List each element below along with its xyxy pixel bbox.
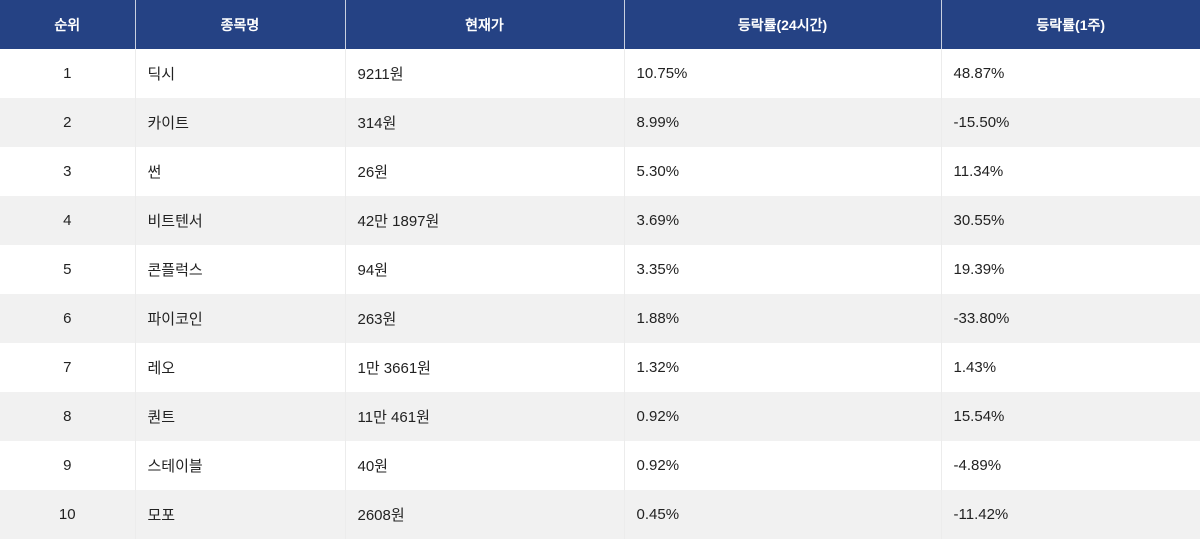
rank-cell: 7 — [0, 343, 136, 392]
table-row: 8 퀀트 11만 461원 0.92% 15.54% — [0, 392, 1200, 441]
price-cell: 26원 — [345, 147, 625, 196]
table-row: 10 모포 2608원 0.45% -11.42% — [0, 490, 1200, 539]
change-1w-cell: -4.89% — [953, 457, 1002, 474]
change-24h-cell: 10.75% — [624, 49, 942, 98]
table-row: 7 레오 1만 3661원 1.32% 1.43% — [0, 343, 1200, 392]
rank-cell: 8 — [0, 392, 136, 441]
name-cell: 카이트 — [135, 98, 346, 147]
table-row: 9 스테이블 40원 0.92% -4.89% — [0, 441, 1200, 490]
rank-cell: 6 — [0, 294, 136, 343]
name-cell: 딕시 — [135, 49, 346, 98]
header-change-1w: 등락률(1주) — [941, 0, 1200, 49]
price-cell: 42만 1897원 — [345, 196, 625, 245]
header-name: 종목명 — [135, 0, 346, 49]
header-price: 현재가 — [345, 0, 625, 49]
table-row: 2 카이트 314원 8.99% -15.50% — [0, 98, 1200, 147]
price-cell: 314원 — [345, 98, 625, 147]
price-cell: 11만 461원 — [345, 392, 625, 441]
name-cell: 콘플럭스 — [135, 245, 346, 294]
rank-cell: 3 — [0, 147, 136, 196]
rank-cell: 10 — [0, 490, 136, 539]
table-row: 6 파이코인 263원 1.88% -33.80% — [0, 294, 1200, 343]
change-1w-cell: 1.43% — [953, 359, 997, 376]
change-24h-cell: 0.92% — [624, 441, 942, 490]
change-24h-cell: 3.69% — [624, 196, 942, 245]
change-24h-cell: 3.35% — [624, 245, 942, 294]
change-24h-cell: 0.45% — [624, 490, 942, 539]
rank-cell: 1 — [0, 49, 136, 98]
rank-cell: 9 — [0, 441, 136, 490]
change-24h-cell: 5.30% — [624, 147, 942, 196]
price-cell: 94원 — [345, 245, 625, 294]
table-row: 1 딕시 9211원 10.75% 48.87% — [0, 49, 1200, 98]
change-24h-cell: 1.32% — [624, 343, 942, 392]
change-1w-cell: 19.39% — [953, 261, 1005, 278]
rank-cell: 4 — [0, 196, 136, 245]
table-header-row: 순위 종목명 현재가 등락률(24시간) 등락률(1주) — [0, 0, 1200, 49]
table-row: 5 콘플럭스 94원 3.35% 19.39% — [0, 245, 1200, 294]
name-cell: 파이코인 — [135, 294, 346, 343]
name-cell: 스테이블 — [135, 441, 346, 490]
name-cell: 모포 — [135, 490, 346, 539]
rank-cell: 2 — [0, 98, 136, 147]
price-cell: 1만 3661원 — [345, 343, 625, 392]
name-cell: 퀀트 — [135, 392, 346, 441]
header-rank: 순위 — [0, 0, 136, 49]
change-1w-cell: 11.34% — [953, 163, 1004, 180]
table-row: 3 썬 26원 5.30% 11.34% — [0, 147, 1200, 196]
rank-cell: 5 — [0, 245, 136, 294]
name-cell: 썬 — [135, 147, 346, 196]
change-1w-cell: 30.55% — [941, 196, 1200, 245]
table-row: 4 비트텐서 42만 1897원 3.69% 30.55% — [0, 196, 1200, 245]
change-24h-cell: 0.92% — [624, 392, 942, 441]
price-cell: 2608원 — [345, 490, 625, 539]
header-change-24h: 등락률(24시간) — [624, 0, 942, 49]
change-1w-cell: 15.54% — [941, 392, 1200, 441]
price-cell: 9211원 — [345, 49, 625, 98]
change-1w-cell: 48.87% — [953, 65, 1005, 82]
name-cell: 비트텐서 — [135, 196, 346, 245]
name-cell: 레오 — [135, 343, 346, 392]
change-1w-cell: -33.80% — [941, 294, 1200, 343]
change-1w-cell: -15.50% — [941, 98, 1200, 147]
price-cell: 263원 — [345, 294, 625, 343]
price-cell: 40원 — [345, 441, 625, 490]
change-24h-cell: 8.99% — [624, 98, 942, 147]
change-1w-cell: -11.42% — [941, 490, 1200, 539]
change-24h-cell: 1.88% — [624, 294, 942, 343]
